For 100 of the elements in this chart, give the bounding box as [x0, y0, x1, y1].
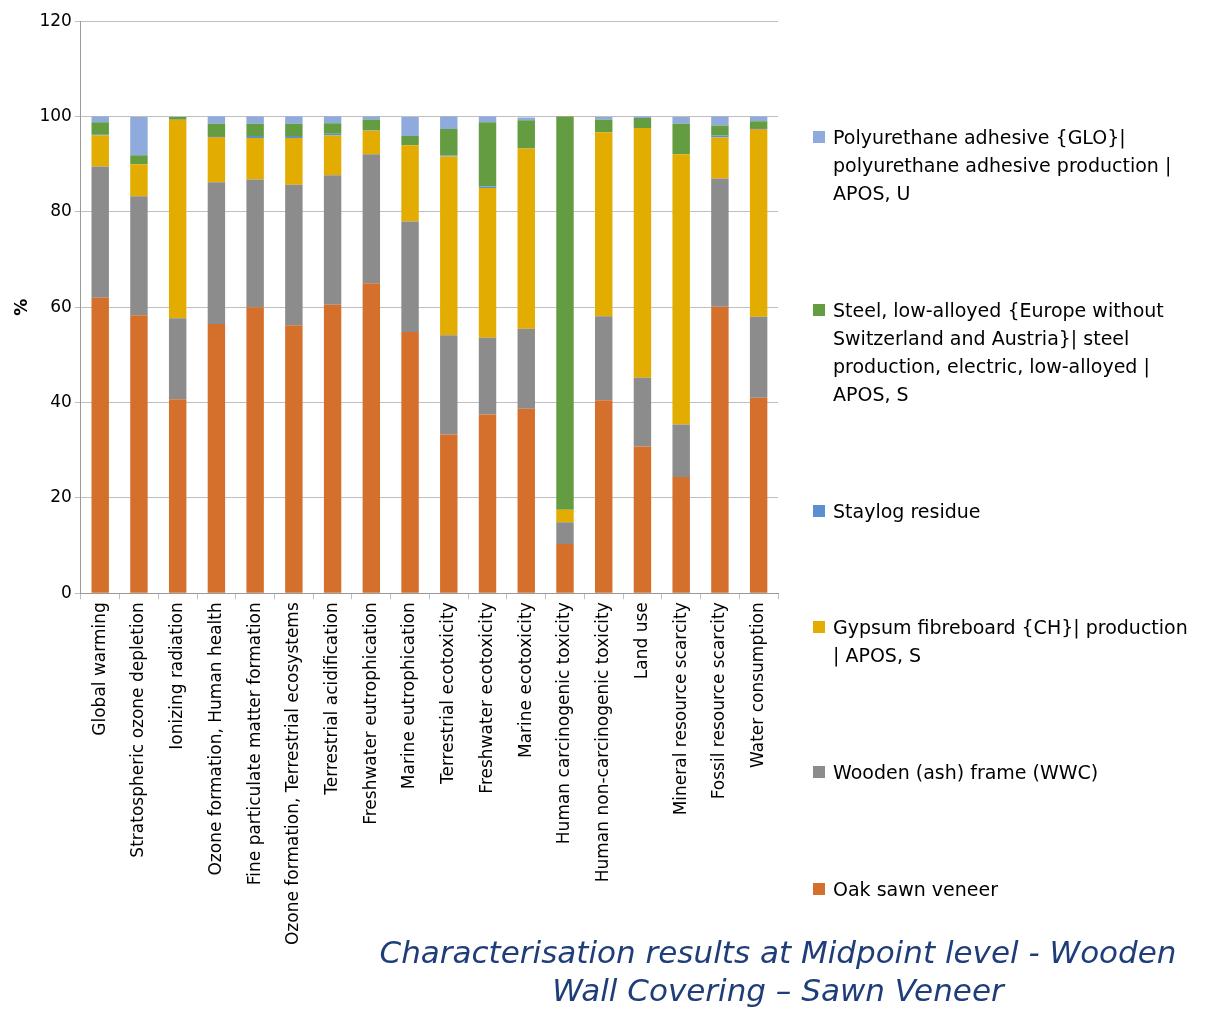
- bar: [633, 446, 652, 593]
- legend-label: Steel, low-alloyed {Europe without Switzerland and Austria}| steel production, electric, low-alloyed | APOS, S: [833, 297, 1165, 407]
- bar: [711, 137, 729, 179]
- bar: [556, 509, 574, 523]
- bar: [91, 116, 109, 123]
- bar: [91, 135, 109, 167]
- bar: [168, 119, 187, 319]
- bar: [207, 116, 226, 124]
- bar: [207, 182, 226, 324]
- bar: [749, 397, 768, 593]
- x-tick-label: Global warming: [88, 602, 109, 736]
- x-tick-label: Terrestrial ecotoxicity: [437, 602, 458, 786]
- bar: [401, 331, 419, 593]
- bar: [633, 117, 652, 128]
- bar: [595, 117, 613, 120]
- y-tick-label: 100: [39, 104, 72, 125]
- bar: [130, 196, 148, 316]
- bar: [556, 544, 574, 593]
- x-tick-label: Terrestrial acidification: [321, 602, 342, 796]
- bar: [478, 122, 497, 187]
- y-tick-label: 120: [39, 9, 72, 30]
- bar: [556, 116, 574, 510]
- bar: [401, 221, 419, 332]
- bar: [246, 116, 264, 124]
- bar: [401, 117, 419, 137]
- x-tick-label: Freshwater ecotoxicity: [475, 602, 496, 794]
- bar: [285, 184, 303, 326]
- y-tick-label: 20: [50, 486, 72, 507]
- bar: [168, 117, 187, 120]
- x-tick-label: Ozone formation, Human health: [204, 602, 225, 876]
- bar: [517, 408, 535, 593]
- bar: [91, 166, 109, 298]
- bar: [711, 178, 729, 307]
- x-tick-label: Fossil resource scarcity: [708, 602, 729, 800]
- y-tick-label: 0: [61, 581, 72, 602]
- bar: [285, 123, 303, 137]
- bar: [672, 123, 690, 155]
- bar: [323, 135, 342, 176]
- bar: [711, 125, 729, 136]
- bar: [246, 307, 264, 593]
- bar: [130, 155, 148, 165]
- y-axis-title: %: [10, 298, 31, 316]
- bar: [207, 323, 226, 593]
- bar: [711, 116, 729, 126]
- bar: [749, 121, 768, 128]
- x-tick-label: Freshwater eutrophication: [359, 602, 380, 825]
- bar: [440, 128, 458, 156]
- text: Characterisation results at Midpoint level - Wooden Wall Covering – Sawn Veneer: [378, 933, 1178, 1009]
- bar: [672, 117, 690, 124]
- bar: [91, 122, 109, 135]
- bar: [323, 123, 342, 134]
- bar: [362, 283, 381, 593]
- bar: [246, 179, 264, 308]
- bar: [672, 424, 690, 477]
- legend-label: Wooden (ash) frame (WWC): [833, 760, 1099, 786]
- bar: [711, 306, 729, 593]
- bar: [517, 117, 535, 121]
- x-tick-label: Land use: [630, 602, 651, 680]
- bar: [362, 154, 381, 284]
- bar: [130, 315, 148, 593]
- bar: [130, 117, 148, 156]
- bar: [323, 175, 342, 305]
- bar: [285, 116, 303, 124]
- bar: [478, 337, 497, 415]
- bar: [672, 154, 690, 425]
- x-tick-label: Human non-carcinogenic toxicity: [592, 602, 613, 883]
- bar: [517, 120, 535, 149]
- bar: [595, 316, 613, 401]
- bar: [130, 164, 148, 197]
- bar: [478, 414, 497, 593]
- bar: [207, 137, 226, 183]
- x-tick-label: Fine particulate matter formation: [243, 602, 264, 886]
- bar: [246, 137, 264, 180]
- bar: [285, 325, 303, 593]
- bar: [168, 399, 187, 593]
- bar: [362, 130, 381, 155]
- bar: [323, 304, 342, 593]
- x-tick-label: Human carcinogenic toxicity: [553, 602, 574, 845]
- bar: [285, 137, 303, 185]
- x-tick-label: Ozone formation, Terrestrial ecosystems: [282, 602, 303, 946]
- bar: [595, 119, 613, 133]
- x-tick-label: Marine eutrophication: [398, 602, 419, 790]
- legend-label: Gypsum fibreboard {CH}| production | APOS, S: [833, 615, 1189, 669]
- x-tick-label: Mineral resource scarcity: [669, 602, 690, 816]
- bar: [401, 145, 419, 222]
- bar: [749, 316, 768, 398]
- x-tick-label: Marine ecotoxicity: [514, 602, 535, 758]
- bar: [633, 127, 652, 378]
- bar: [749, 128, 768, 317]
- bar: [246, 123, 264, 137]
- bar: [168, 318, 187, 400]
- bar: [401, 136, 419, 146]
- bar: [440, 156, 458, 336]
- bar: [595, 400, 613, 593]
- bar: [556, 522, 574, 545]
- y-tick-label: 40: [50, 390, 72, 411]
- bar: [478, 188, 497, 338]
- bar: [362, 119, 381, 131]
- legend-label: Staylog residue: [833, 498, 981, 524]
- bar: [440, 335, 458, 435]
